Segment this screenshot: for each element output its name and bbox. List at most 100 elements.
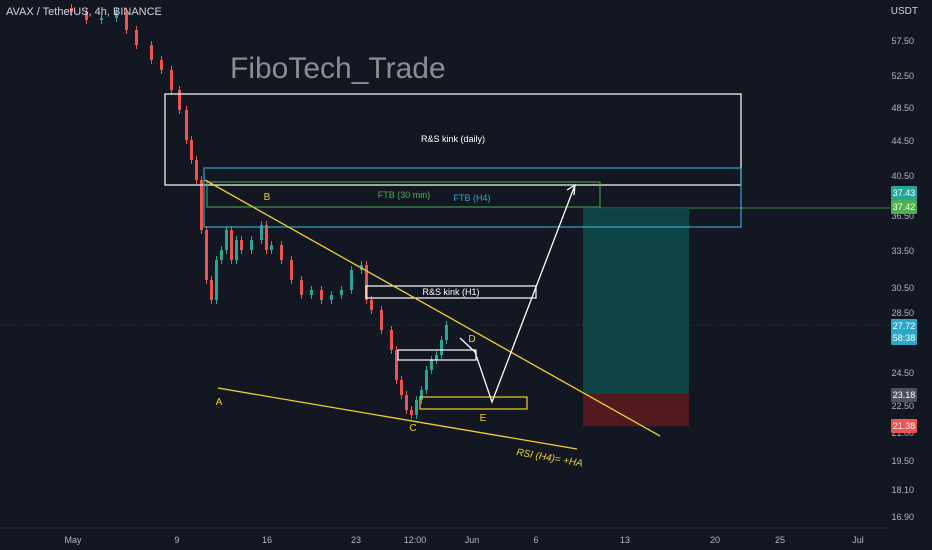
candle	[340, 290, 343, 295]
candle	[220, 250, 223, 260]
rsi-note: RSI (H4)= +HA	[515, 447, 583, 470]
price-badge	[891, 200, 917, 214]
box-ftb-h4	[203, 167, 742, 228]
box-ftb-30m-label: FTB (30 min)	[378, 190, 431, 200]
x-tick-label: 23	[351, 535, 361, 545]
candle	[410, 410, 413, 415]
box-ftb-h4-label: FTB (H4)	[454, 193, 491, 203]
candle	[100, 18, 103, 20]
candle	[440, 340, 443, 355]
candle	[135, 30, 138, 45]
candle	[160, 60, 163, 70]
x-tick-label: Jul	[852, 535, 864, 545]
upper-trendline	[204, 179, 661, 437]
price-badge	[891, 419, 917, 433]
y-tick-label: 22.50	[891, 401, 914, 411]
symbol-header: AVAX / TetherUS, 4h, BINANCE	[6, 6, 162, 18]
x-tick-label: 20	[710, 535, 720, 545]
box-h1	[365, 285, 537, 299]
candle	[320, 290, 323, 300]
y-tick-label: 24.50	[891, 368, 914, 378]
point-label-B: B	[264, 192, 271, 203]
projection-path	[459, 184, 576, 404]
point-label-A: A	[216, 397, 223, 408]
watermark: FiboTech_Trade	[230, 52, 446, 85]
y-tick-label: 36.50	[891, 211, 914, 221]
x-tick-label: 12:00	[404, 535, 427, 545]
candle	[185, 110, 188, 140]
candle	[85, 12, 88, 20]
candle	[415, 400, 418, 415]
x-tick-label: 13	[620, 535, 630, 545]
candle	[240, 240, 243, 250]
candle	[210, 280, 213, 300]
candle	[250, 240, 253, 250]
x-tick-label: 9	[174, 535, 179, 545]
candle	[215, 260, 218, 300]
candle	[225, 230, 228, 250]
candle	[380, 310, 383, 330]
price-badge-label: 37.42	[893, 202, 916, 212]
candle	[205, 230, 208, 280]
point-label-E: E	[480, 413, 487, 424]
price-badge-label: 27.72	[893, 321, 916, 331]
price-badge	[891, 186, 917, 200]
price-badge-label: 37.43	[893, 188, 916, 198]
y-tick-label: 40.50	[891, 171, 914, 181]
x-tick-label: May	[64, 535, 82, 545]
box-h1-label: R&S kink (H1)	[422, 287, 479, 297]
candle	[350, 270, 353, 290]
candle	[435, 355, 438, 360]
projection-arrowhead	[566, 183, 576, 196]
candle	[195, 160, 198, 180]
candle	[70, 8, 73, 12]
y-tick-label: 28.50	[891, 308, 914, 318]
x-tick-label: 16	[262, 535, 272, 545]
currency-label: USDT	[890, 6, 918, 17]
lower-trendline	[217, 387, 578, 450]
y-tick-label: 19.50	[891, 456, 914, 466]
y-tick-label: 52.50	[891, 71, 914, 81]
x-tick-label: Jun	[465, 535, 480, 545]
candle	[430, 360, 433, 370]
candle	[400, 380, 403, 395]
candle	[170, 70, 173, 90]
candle	[395, 350, 398, 380]
candle	[420, 390, 423, 400]
price-badge	[891, 319, 917, 333]
candle	[200, 180, 203, 230]
candle	[290, 260, 293, 280]
price-badge	[891, 388, 917, 402]
y-tick-label: 33.50	[891, 246, 914, 256]
candle	[190, 140, 193, 160]
candle	[390, 330, 393, 350]
price-badge-label: 23.18	[893, 390, 916, 400]
candle	[178, 90, 181, 110]
price-badge-label: 58:38	[893, 333, 916, 343]
target-zone	[583, 208, 689, 394]
candle	[115, 12, 118, 18]
stop-zone	[583, 394, 689, 426]
point-label-C: C	[409, 423, 416, 434]
candle	[230, 230, 233, 260]
candle	[235, 240, 238, 260]
price-badge-label: 21.38	[893, 421, 916, 431]
candle	[260, 225, 263, 240]
candle	[125, 12, 128, 30]
candle	[270, 245, 273, 250]
candle	[300, 280, 303, 295]
y-tick-label: 57.50	[891, 36, 914, 46]
candle	[425, 370, 428, 390]
box-ftb-30m	[206, 181, 601, 208]
box-daily	[164, 93, 742, 186]
candle	[365, 265, 368, 300]
candle	[265, 225, 268, 250]
point-label-D: D	[468, 334, 475, 345]
y-tick-label: 44.50	[891, 136, 914, 146]
x-tick-label: 6	[533, 535, 538, 545]
candle	[370, 300, 373, 310]
y-tick-label: 18.10	[891, 485, 914, 495]
candle	[150, 45, 153, 60]
x-tick-label: 25	[775, 535, 785, 545]
